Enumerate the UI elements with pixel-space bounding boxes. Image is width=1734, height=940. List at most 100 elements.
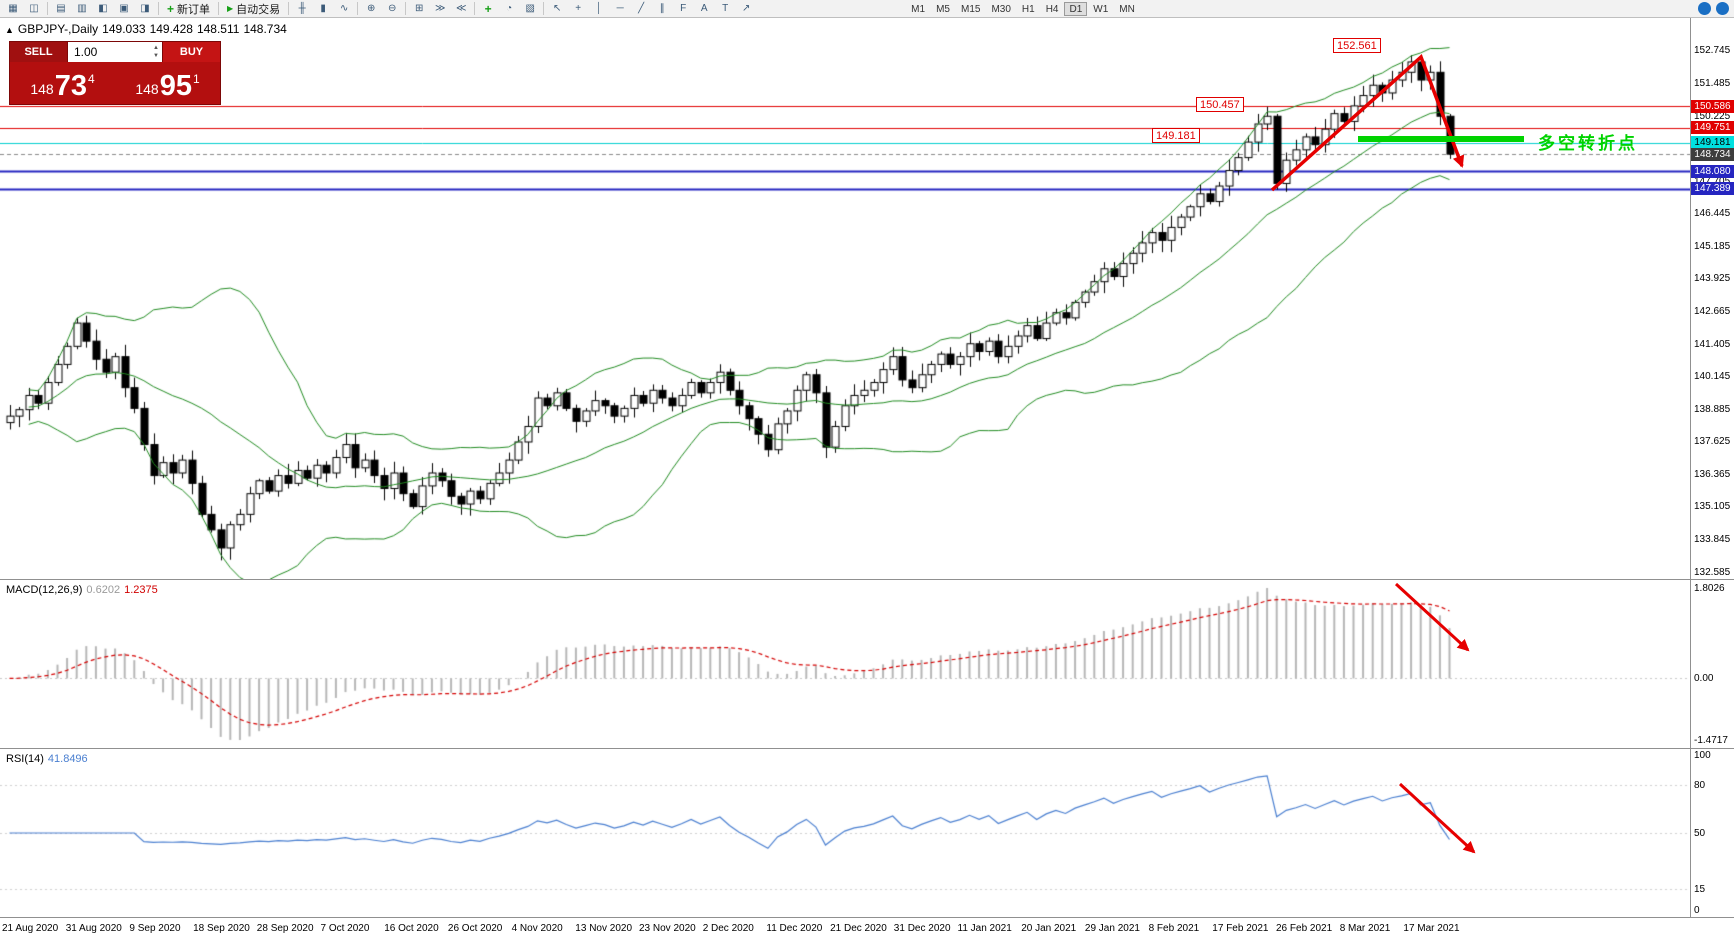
price-scale-border <box>1690 18 1691 918</box>
search-icon[interactable] <box>1698 2 1711 15</box>
trade-panel-prices: 148 73 4 148 95 1 <box>10 62 220 104</box>
toolbar-separator <box>47 2 48 15</box>
date-axis-label: 31 Aug 2020 <box>65 923 122 934</box>
timeframe-m5[interactable]: M5 <box>936 3 950 15</box>
price-macd-separator[interactable] <box>0 579 1734 580</box>
turning-point-label: 多空转折点 <box>1538 134 1638 153</box>
one-click-collapse-icon[interactable]: ▲ <box>5 25 14 35</box>
price-axis-tick: 143.925 <box>1694 273 1731 285</box>
community-icon[interactable] <box>1716 2 1729 15</box>
price-axis-tick: 146.445 <box>1694 208 1731 220</box>
price-axis-badge: 149.751 <box>1691 121 1734 135</box>
terminal-icon[interactable]: ▣ <box>119 3 129 14</box>
date-axis-label: 23 Nov 2020 <box>639 923 696 934</box>
crosshair-icon[interactable]: + <box>575 3 582 14</box>
toolbar-separator <box>158 2 159 15</box>
periods-icon[interactable]: ◔ <box>506 3 513 14</box>
rsi-axis-label: 80 <box>1694 780 1706 791</box>
price-axis-badge: 150.586 <box>1691 99 1734 113</box>
date-axis-label: 29 Jan 2021 <box>1084 923 1140 934</box>
chart-header: ▲ GBPJPY-,Daily 149.033 149.428 148.511 148.7… <box>5 22 291 36</box>
market-watch-icon[interactable]: ▤ <box>56 3 66 14</box>
volume-up-icon[interactable]: ▲ <box>153 45 159 51</box>
date-axis-label: 16 Oct 2020 <box>384 923 439 934</box>
timeframe-m1[interactable]: M1 <box>911 3 926 15</box>
zoom-out-icon[interactable]: ⊖ <box>387 3 397 14</box>
timeframe-h1[interactable]: H1 <box>1021 3 1035 15</box>
rsi-indicator-canvas[interactable] <box>0 749 1690 917</box>
buy-price-pips: 95 <box>159 70 192 103</box>
ohlc-low-value: 148.511 <box>196 22 240 36</box>
new-order-button[interactable]: + 新订单 <box>162 1 215 16</box>
timeframe-w1[interactable]: W1 <box>1093 3 1109 15</box>
date-axis-label: 7 Oct 2020 <box>320 923 370 934</box>
price-chart-canvas[interactable] <box>0 18 1690 579</box>
rsi-axis-label: 50 <box>1694 828 1706 839</box>
sell-button[interactable]: SELL <box>10 42 68 62</box>
macd-indicator-canvas[interactable] <box>0 580 1690 748</box>
price-axis-tick: 133.845 <box>1694 534 1731 546</box>
date-axis-label: 31 Dec 2020 <box>893 923 951 934</box>
buy-price[interactable]: 148 95 1 <box>115 62 220 104</box>
strategy-tester-icon[interactable]: ◨ <box>140 3 150 14</box>
price-axis-badge: 148.080 <box>1691 164 1734 178</box>
turning-point-line[interactable] <box>1358 136 1524 142</box>
price-axis-tick: 132.585 <box>1694 566 1731 578</box>
navigator-icon[interactable]: ◧ <box>98 3 108 14</box>
date-axis-label: 17 Mar 2021 <box>1403 923 1460 934</box>
volume-down-icon[interactable]: ▼ <box>153 53 159 59</box>
label-icon[interactable]: T <box>722 3 729 14</box>
timeframe-m30[interactable]: M30 <box>991 3 1011 15</box>
timeframe-d1[interactable]: D1 <box>1064 1 1088 16</box>
ohlc-high-value: 149.428 <box>149 22 193 36</box>
autotrading-button[interactable]: ▶ 自动交易 <box>222 1 285 16</box>
peak-price-callout[interactable]: 152.561 <box>1333 38 1381 53</box>
timeframe-m15[interactable]: M15 <box>960 3 981 15</box>
new-chart-icon[interactable]: ▦ <box>8 3 18 14</box>
vertical-line-icon[interactable]: │ <box>596 3 603 14</box>
fibonacci-icon[interactable]: F <box>680 3 687 14</box>
chart-type-icons-group: ╫ ▮ ∿ <box>292 1 354 16</box>
zoom-in-icon[interactable]: ⊕ <box>366 3 376 14</box>
price-axis-tick: 138.885 <box>1694 403 1731 415</box>
trade-panel-top-row: SELL ▲▼ BUY <box>10 42 220 62</box>
data-window-icon[interactable]: ▥ <box>77 3 87 14</box>
auto-scroll-icon[interactable]: ≫ <box>434 3 446 14</box>
equidistant-channel-icon[interactable]: ∥ <box>659 3 665 14</box>
resistance-price-callout[interactable]: 150.457 <box>1196 97 1244 112</box>
price-axis-tick: 150.225 <box>1694 110 1731 122</box>
turning-level-callout[interactable]: 149.181 <box>1152 128 1200 143</box>
tile-windows-icon[interactable]: ⊞ <box>414 3 424 14</box>
toolbar-separator <box>288 2 290 15</box>
macd-rsi-separator[interactable] <box>0 748 1734 749</box>
trendline-icon[interactable]: ╱ <box>638 3 645 14</box>
volume-stepper[interactable]: ▲ ▼ <box>151 43 161 61</box>
date-axis-label: 21 Dec 2020 <box>830 923 887 934</box>
main-toolbar: ▦ ◫ ▤ ▥ ◧ ▣ ◨ + 新订单 ▶ 自动交易 ╫ ▮ ∿ ⊕ ⊖ ⊞ ≫ ≪ + ◔ ▧ ↖ + │ ─ ╱… <box>0 0 1734 18</box>
toolbar-separator <box>474 2 476 15</box>
arrows-icon[interactable]: ↗ <box>741 3 751 14</box>
text-icon[interactable]: A <box>700 3 708 14</box>
sell-price[interactable]: 148 73 4 <box>10 62 115 104</box>
indicators-icon[interactable]: + <box>484 1 492 16</box>
date-axis-label: 17 Feb 2021 <box>1212 923 1269 934</box>
chart-shift-icon[interactable]: ≪ <box>455 3 467 14</box>
macd-axis-label: 0.00 <box>1694 673 1714 685</box>
profiles-icon[interactable]: ◫ <box>29 3 39 14</box>
bar-chart-icon[interactable]: ╫ <box>298 3 306 14</box>
date-axis-label: 8 Feb 2021 <box>1148 923 1200 934</box>
insert-icons-group: + ◔ ▧ <box>478 1 540 16</box>
line-chart-icon[interactable]: ∿ <box>339 3 349 14</box>
buy-button[interactable]: BUY <box>162 42 220 62</box>
templates-icon[interactable]: ▧ <box>525 3 535 14</box>
timeframe-h4[interactable]: H4 <box>1045 3 1059 15</box>
ohlc-open-value: 149.033 <box>102 22 146 36</box>
timeframe-mn[interactable]: MN <box>1119 3 1135 15</box>
price-axis-tick: 136.365 <box>1694 468 1731 480</box>
cursor-icon[interactable]: ↖ <box>552 3 562 14</box>
volume-input[interactable] <box>68 42 162 62</box>
date-axis-label: 8 Mar 2021 <box>1339 923 1391 934</box>
candlestick-chart-icon[interactable]: ▮ <box>320 3 326 14</box>
date-axis-label: 9 Sep 2020 <box>129 923 181 934</box>
horizontal-line-icon[interactable]: ─ <box>616 3 624 14</box>
